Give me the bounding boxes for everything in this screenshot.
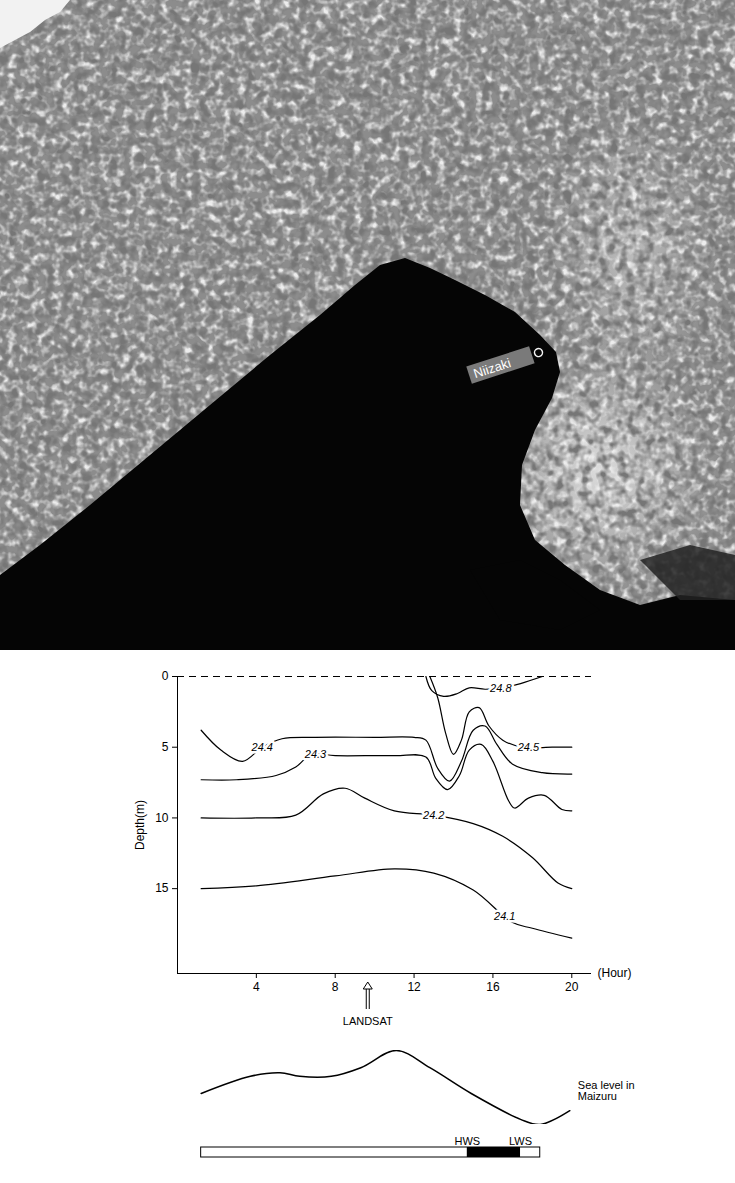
svg-text:8: 8 — [332, 980, 339, 994]
svg-text:Sea level inMaizuru: Sea level inMaizuru — [578, 1079, 635, 1102]
svg-text:20: 20 — [565, 980, 579, 994]
svg-text:24.1: 24.1 — [493, 910, 515, 922]
svg-text:Depth(m): Depth(m) — [133, 800, 147, 850]
svg-text:(Hour): (Hour) — [598, 966, 632, 980]
svg-text:Niizaki: Niizaki — [472, 355, 513, 381]
svg-text:12: 12 — [407, 980, 421, 994]
svg-text:15: 15 — [155, 881, 169, 895]
svg-text:24.8: 24.8 — [489, 681, 512, 693]
svg-text:HWS: HWS — [454, 1135, 480, 1147]
svg-text:24.5: 24.5 — [517, 741, 540, 753]
svg-text:0: 0 — [162, 669, 169, 683]
svg-text:4: 4 — [253, 980, 260, 994]
svg-text:LWS: LWS — [509, 1135, 532, 1147]
svg-text:LANDSAT: LANDSAT — [343, 1015, 393, 1027]
svg-text:16: 16 — [486, 980, 500, 994]
svg-text:5: 5 — [162, 740, 169, 754]
svg-text:10: 10 — [155, 811, 169, 825]
svg-text:24.3: 24.3 — [304, 748, 327, 760]
svg-text:24.4: 24.4 — [251, 741, 273, 753]
svg-text:24.2: 24.2 — [422, 809, 444, 821]
